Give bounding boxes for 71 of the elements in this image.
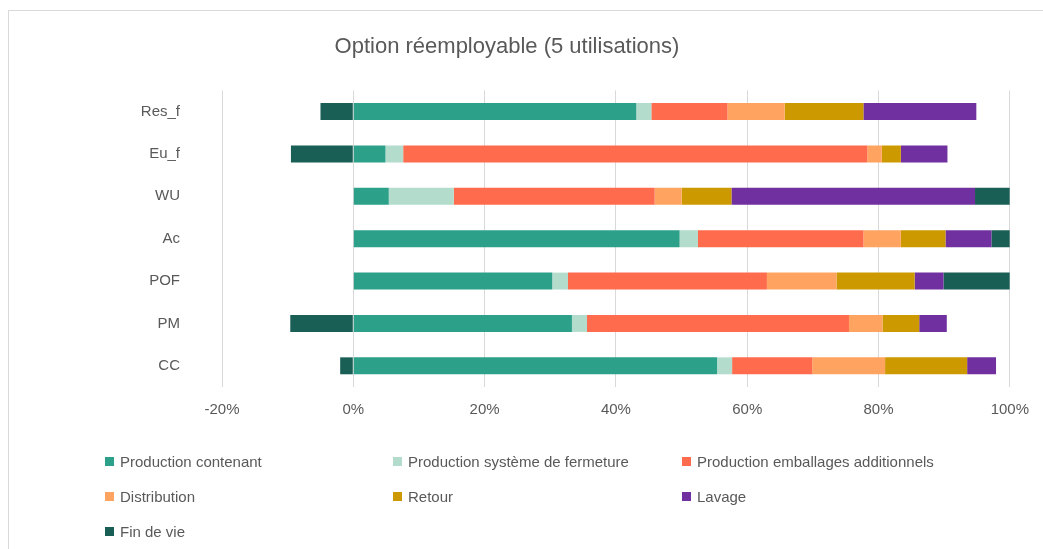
bar [943,272,1010,290]
bar [681,187,732,205]
bar [388,187,454,205]
bar [975,187,1010,205]
bar [967,357,997,375]
bar [636,103,652,121]
bar [885,357,968,375]
x-tick-label: 0% [342,400,365,418]
bar [679,230,698,248]
bar [697,230,864,248]
bar [587,314,849,332]
chart-title: Option réemployable (5 utilisations) [334,33,680,59]
bar [727,103,785,121]
bar [340,357,353,375]
bar [836,272,915,290]
legend-label: Distribution [120,487,196,505]
legend-label: Production emballages additionnels [697,452,934,470]
bar [881,145,901,163]
bar [651,103,728,121]
legend-label: Lavage [697,487,747,505]
bar [654,187,682,205]
x-tick-label: 80% [863,400,894,418]
bar [290,145,353,163]
bar [717,357,733,375]
x-tick-label: 60% [732,400,763,418]
x-tick-label: 20% [469,400,500,418]
bar [900,230,946,248]
legend-label: Retour [408,487,454,505]
bar [403,145,868,163]
bar [732,357,813,375]
bar [945,230,992,248]
y-tick-label: POF [149,271,180,289]
bar [353,187,389,205]
x-tick-label: 100% [990,400,1030,418]
y-tick-label: Ac [162,228,181,246]
bar [766,272,837,290]
x-tick-label: -20% [204,400,240,418]
bar [731,187,976,205]
bar [353,230,680,248]
bar [353,103,637,121]
bar [863,103,977,121]
bar [900,145,948,163]
bar [353,145,386,163]
legend-label: Fin de vie [120,522,186,540]
bar [848,314,883,332]
bar [453,187,655,205]
bar [919,314,947,332]
legend-label: Production contenant [120,452,262,470]
bar [353,314,572,332]
bar [812,357,886,375]
y-tick-label: Res_f [140,101,181,119]
bar [385,145,404,163]
y-tick-label: Eu_f [149,144,181,162]
legend-label: Production système de fermeture [408,452,629,470]
y-tick-label: CC [158,355,181,373]
x-tick-label: 40% [600,400,631,418]
bar [320,103,353,121]
bar [867,145,882,163]
bar [552,272,568,290]
bar [991,230,1010,248]
bar [353,272,553,290]
y-tick-label: PM [157,313,180,331]
bar [784,103,864,121]
bar [290,314,353,332]
bar [571,314,588,332]
bar [914,272,944,290]
bar [353,357,718,375]
y-tick-label: WU [155,186,180,204]
bar [882,314,920,332]
bar [863,230,901,248]
bar [567,272,767,290]
